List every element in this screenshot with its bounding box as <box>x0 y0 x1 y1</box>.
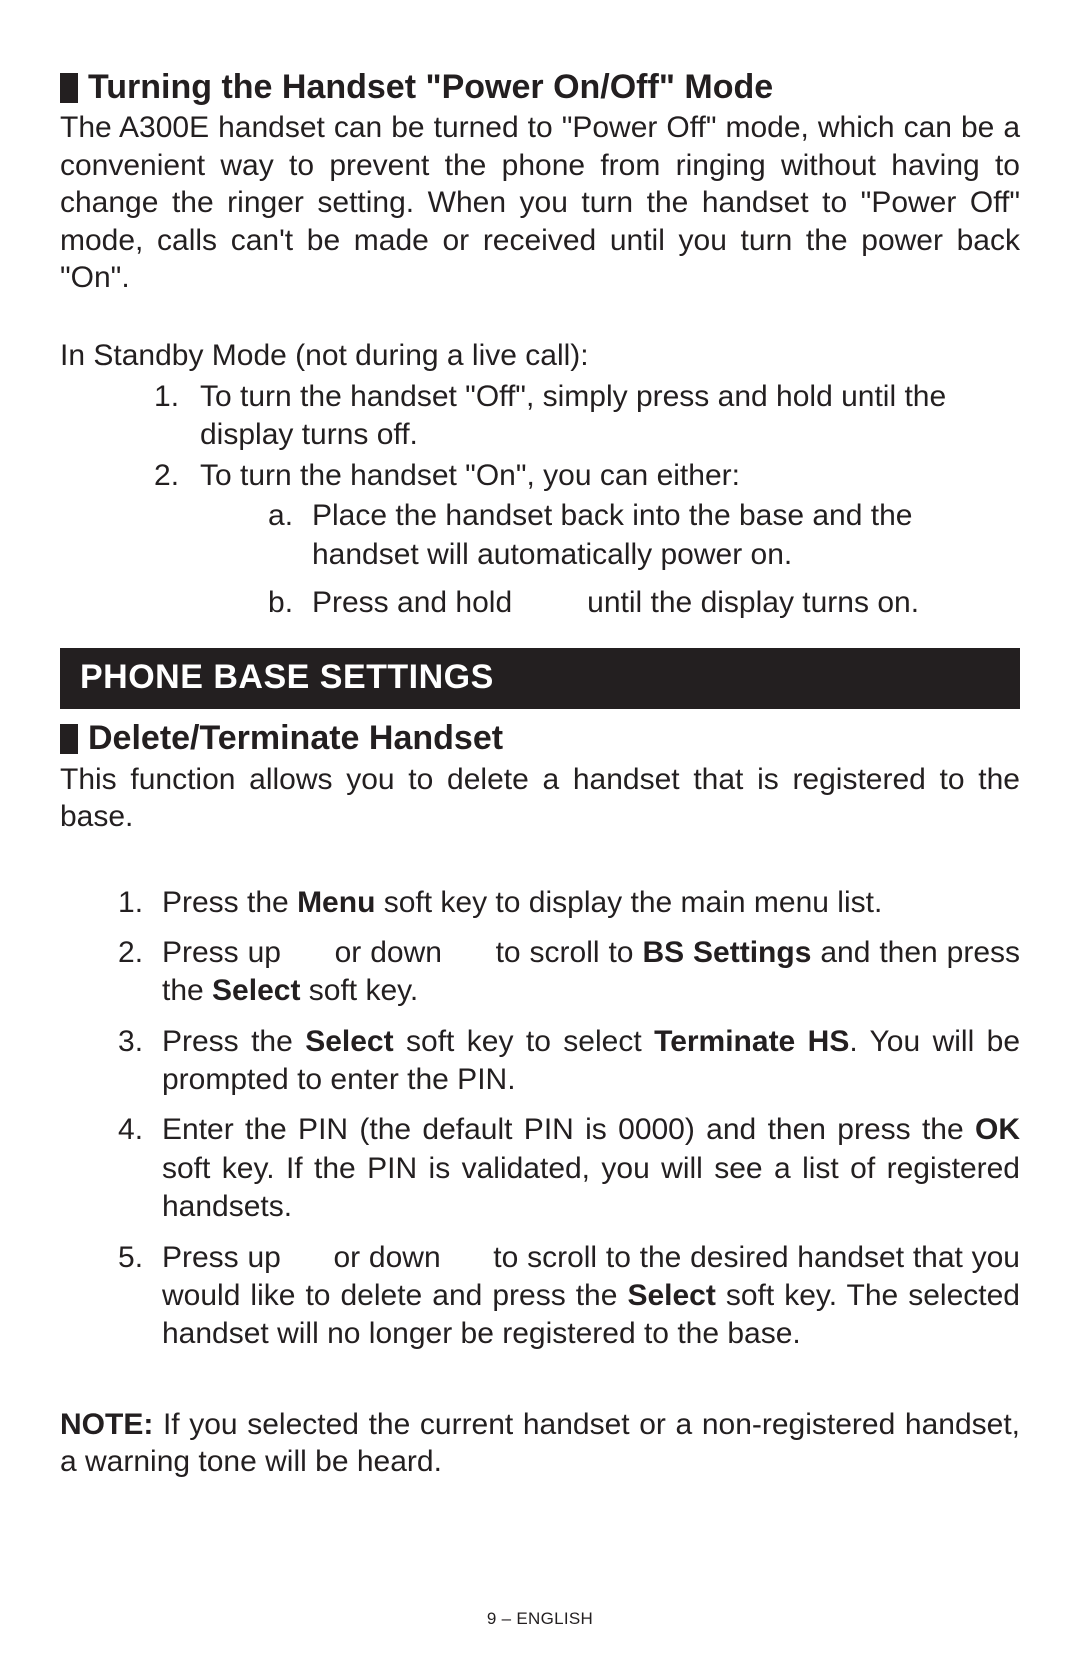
power-sub-list: Place the handset back into the base and… <box>200 497 1020 622</box>
txt: Press the <box>162 1025 305 1058</box>
section-heading-delete: Delete/Terminate Handset <box>60 719 1020 758</box>
section-heading-power: Turning the Handset "Power On/Off" Mode <box>60 68 1020 107</box>
power-step-2a: Place the handset back into the base and… <box>312 497 1020 574</box>
page-footer: 9 – ENGLISH <box>0 1609 1080 1629</box>
standby-lead: In Standby Mode (not during a live call)… <box>60 337 1020 375</box>
delete-step-4: Enter the PIN (the default PIN is 0000) … <box>162 1111 1020 1226</box>
delete-step-1: Press the Menu soft key to display the m… <box>162 884 1020 922</box>
power-step-1: To turn the handset "Off", simply press … <box>200 378 1020 455</box>
note-paragraph: NOTE: If you selected the current handse… <box>60 1406 1020 1481</box>
txt: Press up <box>162 1241 290 1274</box>
note-label: NOTE: <box>60 1408 153 1441</box>
bold-menu: Menu <box>297 886 375 919</box>
section-band-phone-base-settings: PHONE BASE SETTINGS <box>60 648 1020 709</box>
manual-page: Turning the Handset "Power On/Off" Mode … <box>0 0 1080 1669</box>
txt: or down <box>326 936 451 969</box>
txt: soft key to select <box>394 1025 654 1058</box>
power-step-2: To turn the handset "On", you can either… <box>200 457 1020 623</box>
bold-select: Select <box>212 974 300 1007</box>
delete-step-2: Press up or down to scroll to BS Setting… <box>162 934 1020 1011</box>
txt: soft key. If the PIN is validated, you w… <box>162 1152 1020 1223</box>
power-intro-paragraph: The A300E handset can be turned to "Powe… <box>60 109 1020 297</box>
bold-terminate-hs: Terminate HS <box>654 1025 849 1058</box>
delete-intro-paragraph: This function allows you to delete a han… <box>60 761 1020 836</box>
power-step-2b-pre: Press and hold <box>312 586 520 619</box>
txt: Enter the PIN (the default PIN is 0000) … <box>162 1113 975 1146</box>
note-body: If you selected the current handset or a… <box>60 1408 1020 1479</box>
txt: to scroll to <box>487 936 643 969</box>
txt: soft key to display the main menu list. <box>375 886 882 919</box>
heading-bullet-icon <box>60 724 78 754</box>
section-heading-text: Turning the Handset "Power On/Off" Mode <box>88 68 773 107</box>
bold-ok: OK <box>975 1113 1020 1146</box>
power-step-2b: Press and hold until the display turns o… <box>312 584 1020 622</box>
bold-select: Select <box>627 1279 715 1312</box>
power-step-2-text: To turn the handset "On", you can either… <box>200 459 740 492</box>
txt: soft key. <box>300 974 418 1007</box>
spacer <box>60 1366 1020 1406</box>
delete-step-3: Press the Select soft key to select Term… <box>162 1023 1020 1100</box>
txt: Press the <box>162 886 297 919</box>
heading-bullet-icon <box>60 73 78 103</box>
txt: or down <box>325 1241 450 1274</box>
power-step-2b-post: until the display turns on. <box>579 586 919 619</box>
bold-select: Select <box>305 1025 393 1058</box>
spacer <box>60 297 1020 337</box>
power-steps-list: To turn the handset "Off", simply press … <box>60 378 1020 622</box>
power-step-1-text: To turn the handset "Off", simply press … <box>200 380 946 451</box>
spacer <box>60 836 1020 884</box>
power-step-2a-text: Place the handset back into the base and… <box>312 499 912 570</box>
bold-bs-settings: BS Settings <box>642 936 811 969</box>
delete-steps-list: Press the Menu soft key to display the m… <box>60 884 1020 1354</box>
txt: Press up <box>162 936 290 969</box>
delete-step-5: Press up or down to scroll to the desire… <box>162 1239 1020 1354</box>
section-heading-text: Delete/Terminate Handset <box>88 719 503 758</box>
